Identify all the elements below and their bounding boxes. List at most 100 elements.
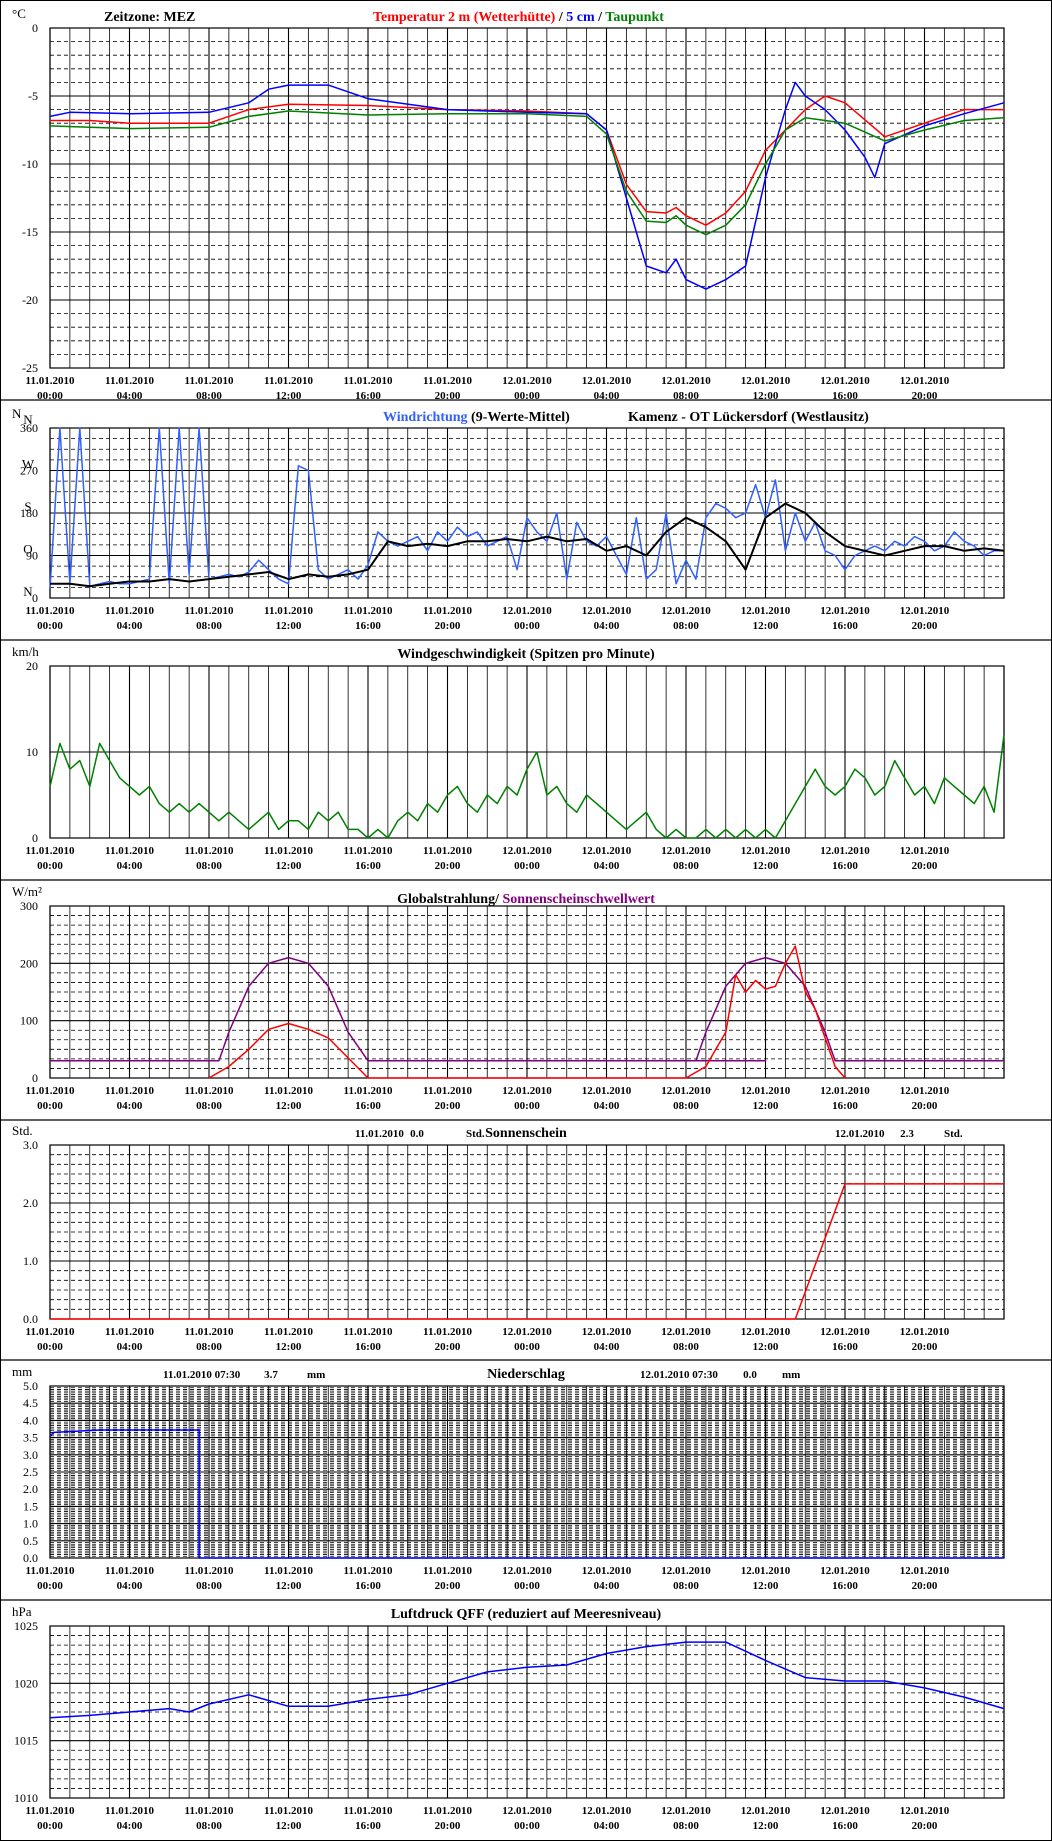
x-tick-date: 11.01.2010 [423, 1565, 472, 1577]
x-tick-date: 11.01.2010 [423, 1805, 472, 1817]
unit-label: °C [12, 6, 26, 21]
x-tick-time: 20:00 [912, 1100, 938, 1112]
x-tick-time: 08:00 [673, 620, 699, 632]
x-tick-time: 12:00 [753, 1100, 779, 1112]
x-tick-time: 20:00 [912, 860, 938, 872]
x-tick-time: 08:00 [673, 1820, 699, 1832]
direction-label: O [23, 542, 32, 557]
x-tick-date: 11.01.2010 [264, 605, 313, 617]
x-tick-date: 11.01.2010 [344, 1805, 393, 1817]
x-tick-date: 11.01.2010 [105, 1326, 154, 1338]
x-tick-time: 08:00 [673, 1100, 699, 1112]
y-tick-label: 20 [26, 659, 38, 673]
chart-title: Sonnenschein [485, 1126, 567, 1141]
x-tick-time: 04:00 [594, 390, 620, 402]
sunshine-chart: 3.02.01.00.011.01.201000:0011.01.201004:… [0, 1119, 1052, 1353]
unit-label: Std. [12, 1123, 33, 1138]
x-tick-time: 16:00 [355, 1341, 381, 1353]
y-tick-label: 4.0 [23, 1413, 38, 1427]
x-tick-date: 11.01.2010 [264, 1565, 313, 1577]
station-label: Kamenz - OT Lückersdorf (Westlausitz) [628, 410, 869, 425]
day-total-value: 0.0 [743, 1369, 757, 1381]
x-tick-date: 11.01.2010 [185, 1326, 234, 1338]
x-tick-time: 00:00 [514, 1341, 540, 1353]
chart-title: Luftdruck QFF (reduziert auf Meeresnivea… [391, 1607, 662, 1622]
y-tick-label: -10 [22, 157, 38, 171]
day-total-unit: mm [782, 1369, 800, 1381]
x-tick-date: 11.01.2010 [26, 605, 75, 617]
x-tick-date: 11.01.2010 [185, 605, 234, 617]
x-tick-date: 12.01.2010 [820, 1565, 870, 1577]
x-tick-date: 12.01.2010 [582, 1565, 632, 1577]
x-tick-time: 08:00 [673, 390, 699, 402]
x-tick-time: 16:00 [832, 390, 858, 402]
x-tick-date: 11.01.2010 [105, 605, 154, 617]
x-tick-time: 20:00 [435, 860, 461, 872]
temperature-chart: 0-5-10-15-20-2511.01.201000:0011.01.2010… [12, 6, 1005, 402]
x-tick-date: 11.01.2010 [423, 1085, 472, 1097]
x-tick-time: 12:00 [276, 1580, 302, 1592]
x-tick-date: 12.01.2010 [502, 1326, 552, 1338]
x-tick-date: 11.01.2010 [105, 845, 154, 857]
series-wind_speed [49, 734, 1005, 839]
unit-label: hPa [12, 1604, 32, 1619]
x-tick-time: 16:00 [355, 1580, 381, 1592]
x-tick-time: 08:00 [673, 1341, 699, 1353]
x-tick-time: 00:00 [514, 1100, 540, 1112]
x-tick-date: 12.01.2010 [820, 845, 870, 857]
x-tick-time: 04:00 [594, 860, 620, 872]
x-tick-date: 12.01.2010 [502, 1565, 552, 1577]
x-tick-date: 11.01.2010 [344, 375, 393, 387]
x-tick-date: 12.01.2010 [661, 845, 711, 857]
y-tick-label: 0 [32, 591, 38, 605]
x-tick-date: 11.01.2010 [185, 1085, 234, 1097]
x-tick-time: 08:00 [673, 860, 699, 872]
x-tick-date: 12.01.2010 [741, 1565, 791, 1577]
x-tick-date: 11.01.2010 [185, 1565, 234, 1577]
x-tick-time: 20:00 [912, 1580, 938, 1592]
x-tick-date: 11.01.2010 [185, 1805, 234, 1817]
x-tick-time: 08:00 [196, 1820, 222, 1832]
x-tick-time: 04:00 [117, 1341, 143, 1353]
x-tick-time: 16:00 [832, 620, 858, 632]
x-tick-date: 11.01.2010 [264, 1326, 313, 1338]
series-precip [49, 1429, 1004, 1559]
wind_direction-chart: 360270180900NWSON11.01.201000:0011.01.20… [0, 399, 1052, 632]
x-tick-time: 08:00 [673, 1580, 699, 1592]
y-tick-label: 1.0 [23, 1517, 38, 1531]
y-tick-label: 4.5 [23, 1396, 38, 1410]
day-total-unit: Std. [944, 1128, 963, 1140]
x-tick-date: 11.01.2010 [105, 375, 154, 387]
y-tick-label: 2.0 [23, 1196, 38, 1210]
y-tick-label: 5.0 [23, 1379, 38, 1393]
x-tick-time: 16:00 [355, 1820, 381, 1832]
x-tick-time: 08:00 [196, 860, 222, 872]
x-tick-date: 12.01.2010 [582, 1805, 632, 1817]
x-tick-date: 12.01.2010 [502, 1805, 552, 1817]
y-tick-label: 0.0 [23, 1312, 38, 1326]
x-tick-date: 11.01.2010 [423, 845, 472, 857]
x-tick-time: 12:00 [753, 860, 779, 872]
x-tick-time: 04:00 [117, 1100, 143, 1112]
x-tick-time: 08:00 [196, 1341, 222, 1353]
x-tick-date: 11.01.2010 [344, 1326, 393, 1338]
direction-label: S [24, 499, 31, 514]
x-tick-date: 12.01.2010 [502, 845, 552, 857]
x-tick-time: 12:00 [753, 1580, 779, 1592]
x-tick-time: 20:00 [435, 390, 461, 402]
x-tick-date: 11.01.2010 [105, 1565, 154, 1577]
x-tick-date: 11.01.2010 [26, 1805, 75, 1817]
pressure-chart: 102510201015101011.01.201000:0011.01.201… [0, 1599, 1052, 1832]
x-tick-date: 11.01.2010 [264, 845, 313, 857]
y-tick-label: 3.0 [23, 1138, 38, 1152]
x-tick-date: 11.01.2010 [26, 1326, 75, 1338]
wind_speed-chart: 2010011.01.201000:0011.01.201004:0011.01… [0, 639, 1052, 872]
x-tick-time: 20:00 [912, 1820, 938, 1832]
x-tick-time: 08:00 [196, 1580, 222, 1592]
y-tick-label: -5 [28, 89, 38, 103]
x-tick-date: 12.01.2010 [582, 605, 632, 617]
x-tick-date: 12.01.2010 [820, 1326, 870, 1338]
day-total-unit: mm [307, 1369, 325, 1381]
x-tick-date: 12.01.2010 [582, 375, 632, 387]
